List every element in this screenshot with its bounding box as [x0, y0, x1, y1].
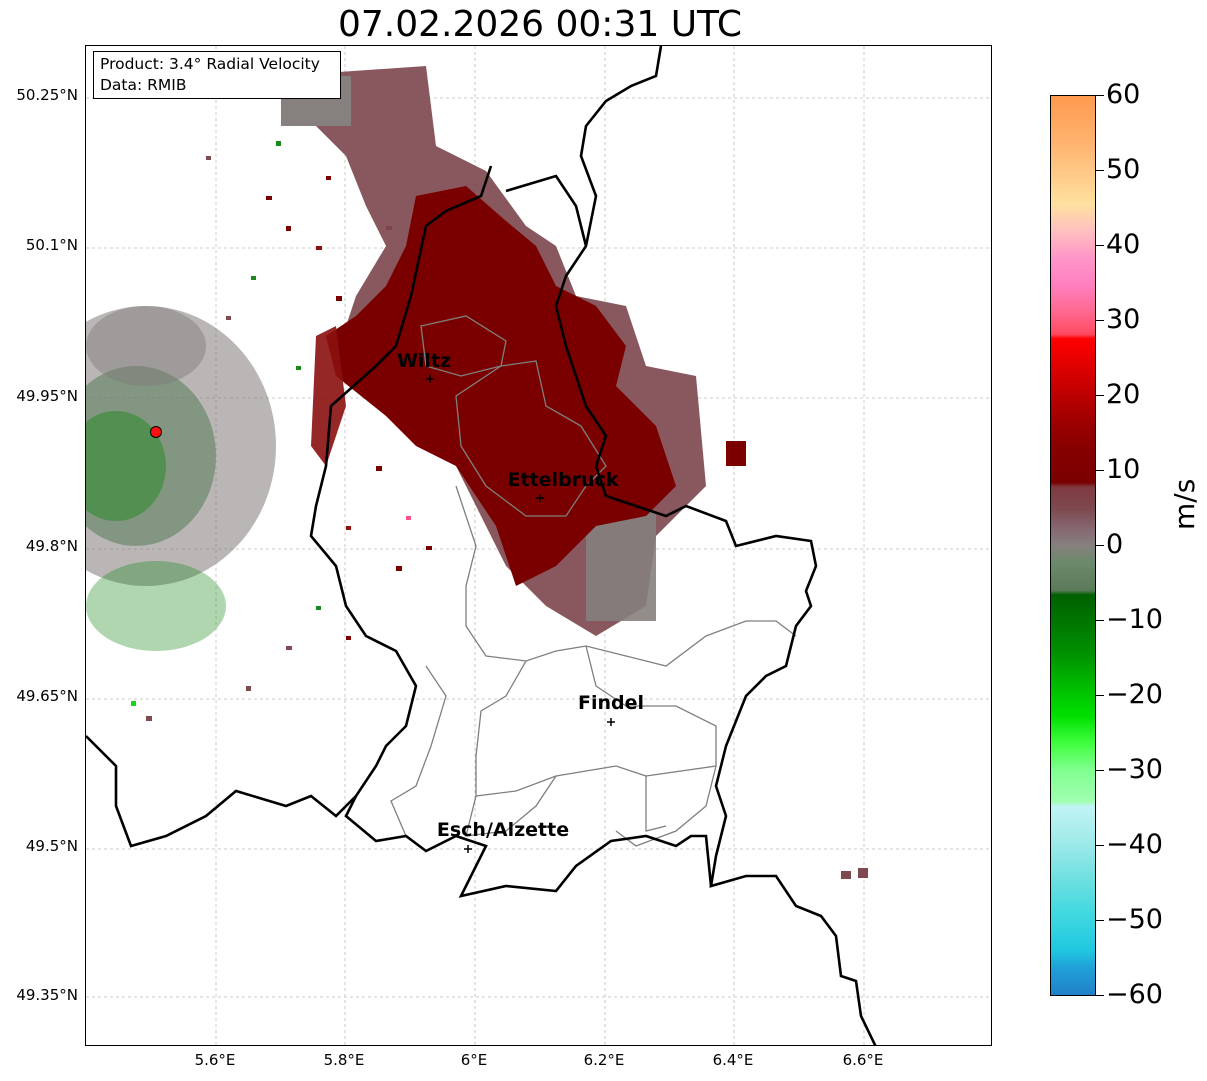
- radar-map-canvas: [86, 46, 991, 1045]
- lat-label: 49.95°N: [16, 387, 78, 405]
- lat-label: 49.8°N: [25, 537, 78, 555]
- lon-label: 6.6°E: [842, 1051, 884, 1069]
- colorbar-tick-label: −40: [1106, 829, 1163, 860]
- colorbar-tick: [1096, 245, 1104, 246]
- colorbar-tick: [1096, 95, 1104, 96]
- lat-label: 50.1°N: [25, 236, 78, 254]
- canton-boundaries: [390, 315, 797, 847]
- colorbar-tick-label: −20: [1106, 679, 1163, 710]
- lat-label: 49.35°N: [16, 986, 78, 1004]
- city-label-findel: Findel: [577, 692, 645, 714]
- product-info-box: Product: 3.4° Radial Velocity Data: RMIB: [93, 51, 341, 99]
- radar-site-marker[interactable]: [150, 426, 162, 438]
- country-borders: [86, 46, 877, 1045]
- colorbar-tick: [1096, 545, 1104, 546]
- radar-map[interactable]: [85, 45, 992, 1046]
- colorbar-tick: [1096, 395, 1104, 396]
- colorbar-tick-label: −10: [1106, 604, 1163, 635]
- colorbar-tick-label: 60: [1106, 79, 1141, 110]
- lon-label: 6.4°E: [712, 1051, 754, 1069]
- radar-clutter: [86, 306, 276, 651]
- colorbar-tick-label: 0: [1106, 529, 1124, 560]
- colorbar-tick-label: −30: [1106, 754, 1163, 785]
- lat-label: 49.5°N: [25, 837, 78, 855]
- data-source-label: Data: RMIB: [100, 76, 187, 94]
- colorbar-tick: [1096, 320, 1104, 321]
- city-label-ettelbruck: Ettelbruck: [507, 469, 619, 491]
- colorbar-tick-label: −60: [1106, 979, 1163, 1010]
- colorbar-tick-label: 30: [1106, 304, 1141, 335]
- colorbar-tick: [1096, 695, 1104, 696]
- lat-label: 49.65°N: [16, 687, 78, 705]
- colorbar-unit-label: m/s: [1168, 478, 1201, 530]
- lon-label: 5.8°E: [323, 1051, 365, 1069]
- colorbar-tick: [1096, 995, 1104, 996]
- colorbar-tick: [1096, 470, 1104, 471]
- lon-label: 6.2°E: [583, 1051, 625, 1069]
- velocity-colorbar: [1050, 95, 1096, 996]
- colorbar-tick: [1096, 920, 1104, 921]
- colorbar-tick-label: 40: [1106, 229, 1141, 260]
- colorbar-tick: [1096, 620, 1104, 621]
- colorbar-tick-label: −50: [1106, 904, 1163, 935]
- city-markers: [426, 375, 615, 853]
- city-label-esch: Esch/Alzette: [436, 819, 570, 841]
- lon-label: 6°E: [460, 1051, 488, 1069]
- colorbar-tick-label: 10: [1106, 454, 1141, 485]
- product-label: Product: 3.4° Radial Velocity: [100, 55, 320, 73]
- colorbar-tick-label: 20: [1106, 379, 1141, 410]
- colorbar-tick: [1096, 170, 1104, 171]
- city-label-wiltz: Wiltz: [396, 350, 452, 372]
- map-title: 07.02.2026 00:31 UTC: [337, 4, 743, 45]
- lon-label: 5.6°E: [194, 1051, 236, 1069]
- colorbar-tick: [1096, 770, 1104, 771]
- colorbar-tick-label: 50: [1106, 154, 1141, 185]
- lat-label: 50.25°N: [16, 86, 78, 104]
- colorbar-tick: [1096, 845, 1104, 846]
